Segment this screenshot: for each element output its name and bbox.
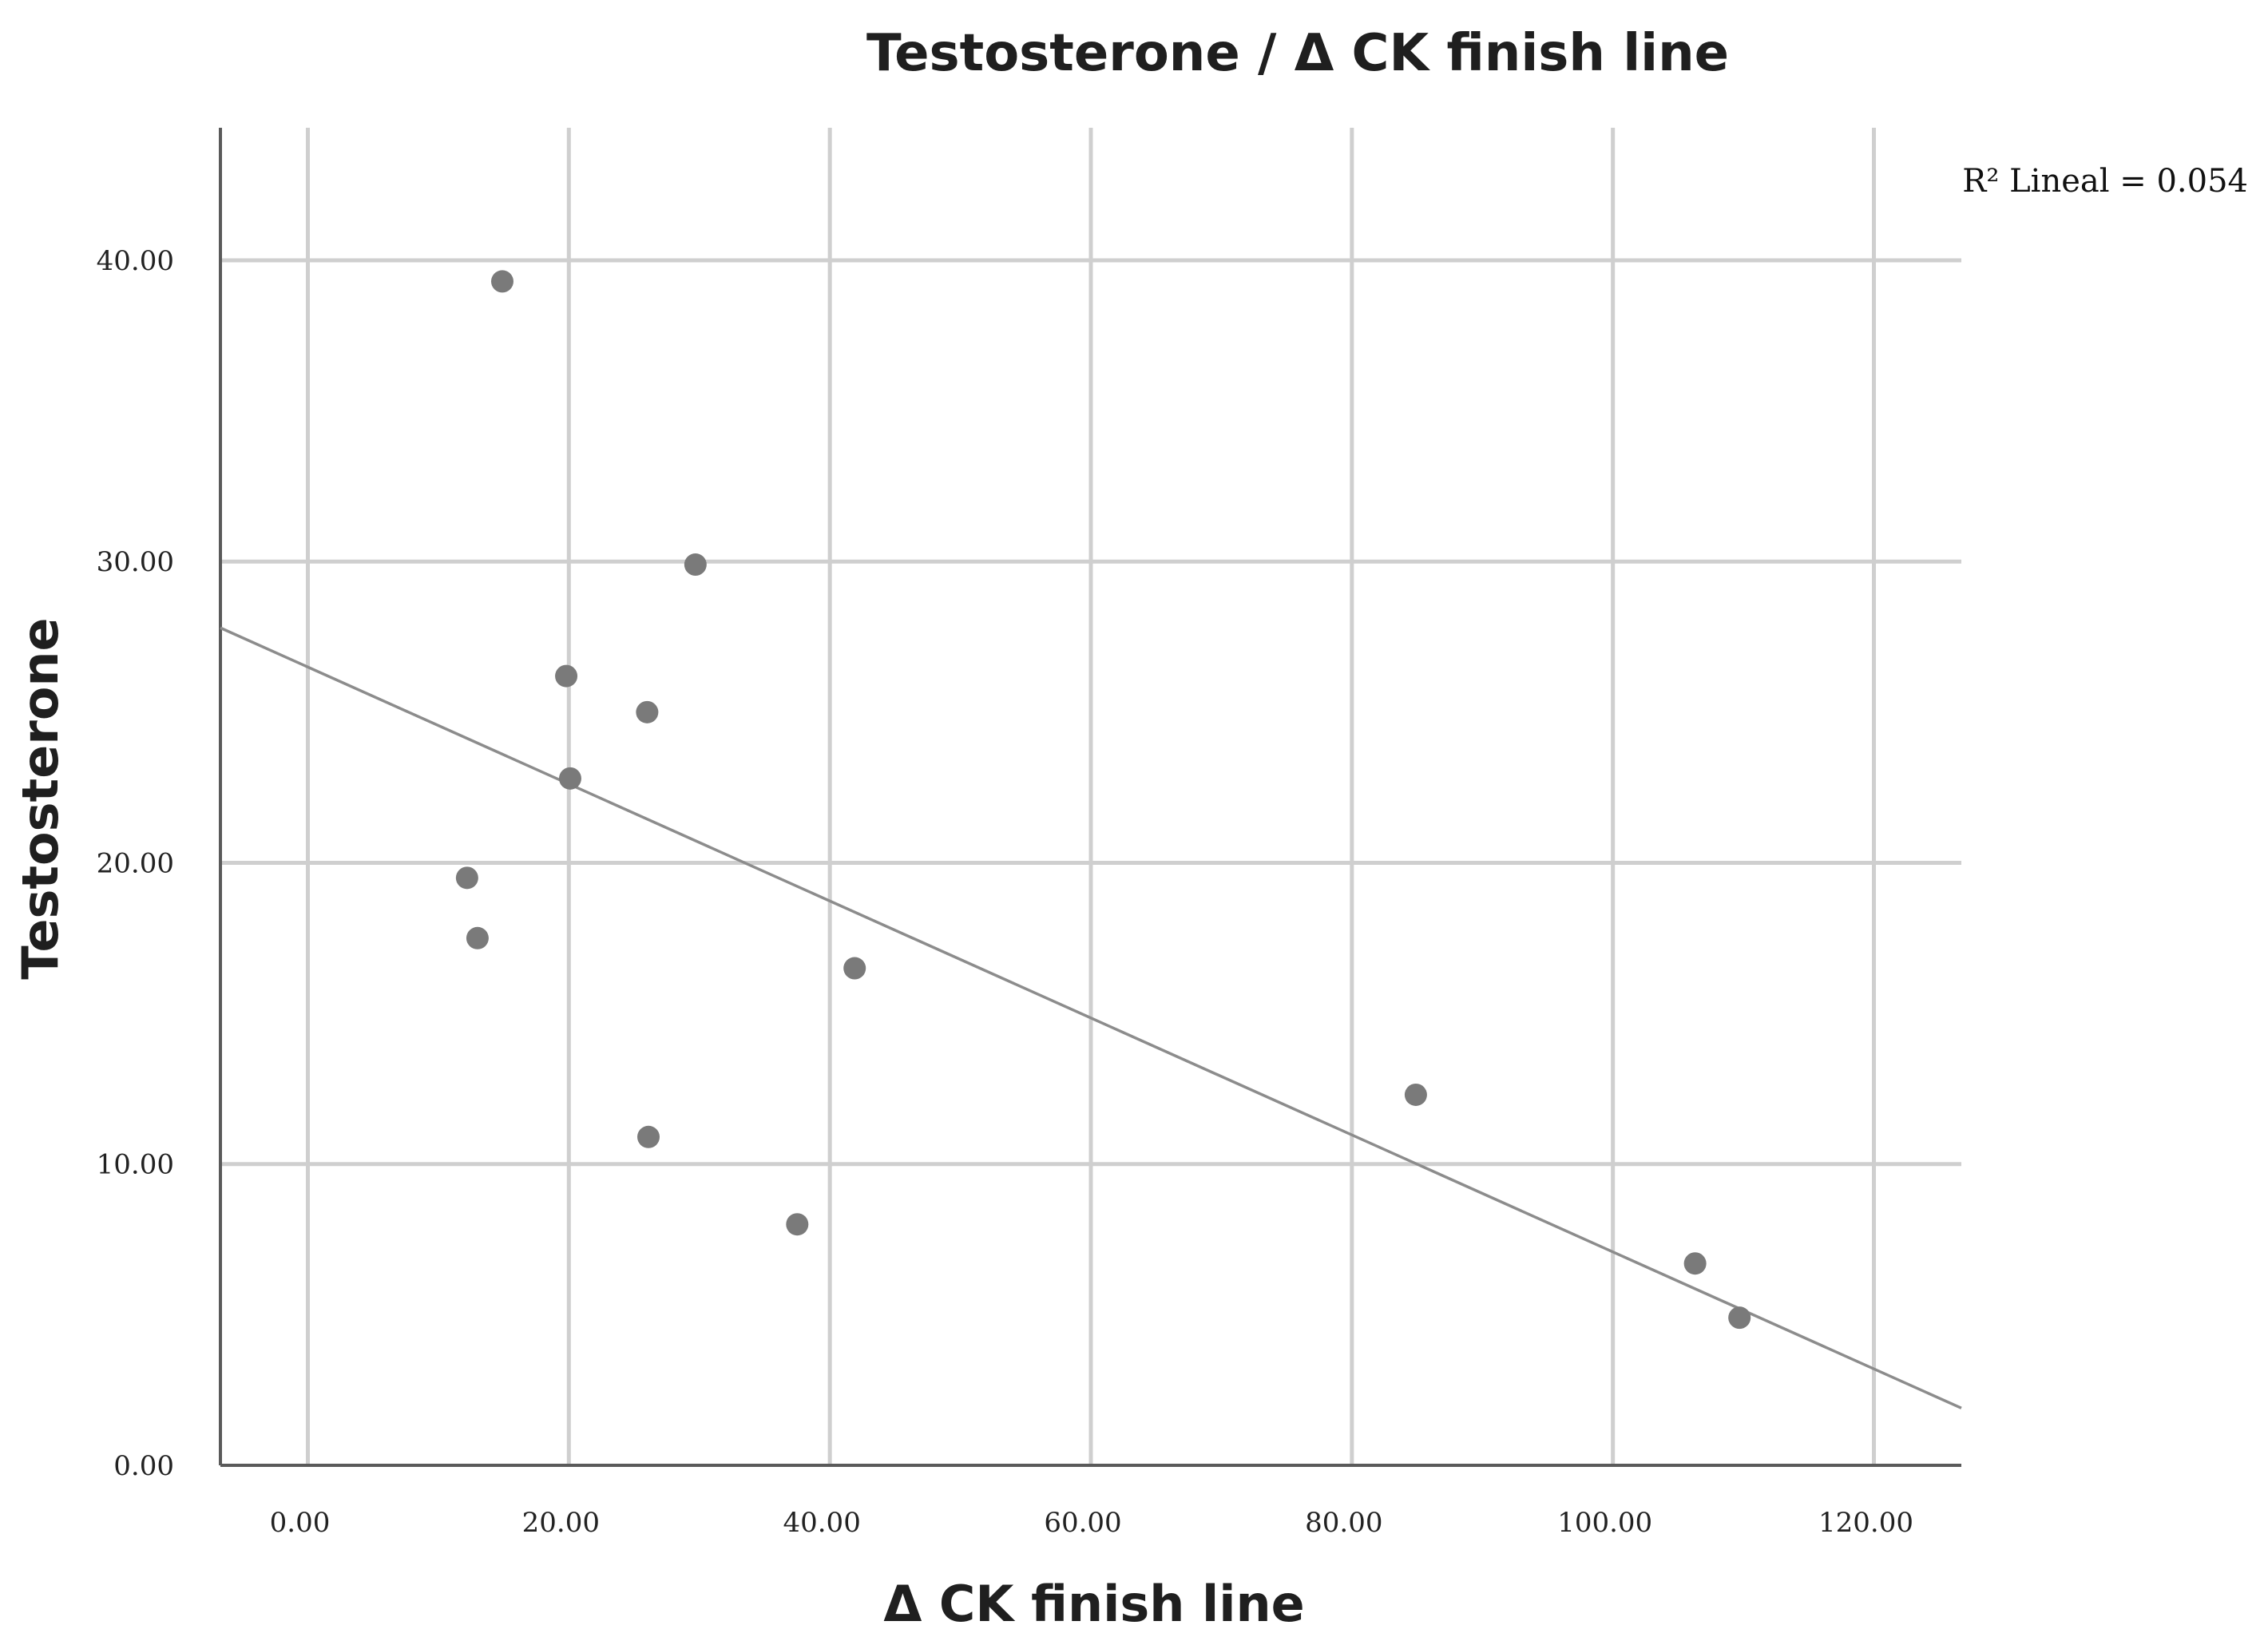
y-tick-label: 0.00 xyxy=(113,1450,174,1482)
scatter-point xyxy=(1728,1306,1751,1330)
x-tick-label: 20.00 xyxy=(522,1507,600,1539)
scatter-point xyxy=(490,270,513,293)
scatter-point xyxy=(1404,1083,1427,1106)
fit-line-group xyxy=(220,626,1962,1409)
y-tick-label: 20.00 xyxy=(97,847,174,879)
scatter-point xyxy=(637,1125,660,1148)
x-tick-label: 60.00 xyxy=(1044,1507,1121,1539)
vertical-gridlines xyxy=(305,128,1877,1465)
regression-line xyxy=(220,626,1962,1409)
y-axis-label: Testosterone xyxy=(11,617,69,979)
x-tick-labels: 0.00 20.00 40.00 60.00 80.00 100.00 120.00 xyxy=(270,1507,1913,1539)
scatter-point xyxy=(636,700,659,723)
x-tick-label: 0.00 xyxy=(270,1507,331,1539)
x-tick-label: 80.00 xyxy=(1305,1507,1382,1539)
scatter-point xyxy=(466,926,489,949)
r-squared-annotation: R² Lineal = 0.054 xyxy=(1962,163,2248,200)
scatter-point xyxy=(684,553,707,577)
y-tick-label: 30.00 xyxy=(97,546,174,578)
y-tick-labels: 0.00 10.00 20.00 30.00 40.00 xyxy=(97,245,174,1482)
scatter-point xyxy=(1683,1252,1707,1275)
x-axis-label: Δ CK finish line xyxy=(883,1575,1304,1633)
y-tick-label: 10.00 xyxy=(97,1149,174,1181)
scatter-point xyxy=(786,1213,809,1236)
chart-title: Testosterone / Δ CK finish line xyxy=(866,24,1729,83)
x-tick-label: 120.00 xyxy=(1818,1507,1913,1539)
data-points xyxy=(455,270,1751,1330)
axes xyxy=(219,128,1961,1467)
x-tick-label: 40.00 xyxy=(783,1507,860,1539)
scatter-point xyxy=(843,957,866,980)
horizontal-gridlines xyxy=(220,258,1961,1167)
x-tick-label: 100.00 xyxy=(1557,1507,1652,1539)
scatter-point xyxy=(555,664,578,688)
scatter-point xyxy=(455,866,478,890)
scatter-point xyxy=(558,767,581,790)
y-tick-label: 40.00 xyxy=(97,245,174,277)
